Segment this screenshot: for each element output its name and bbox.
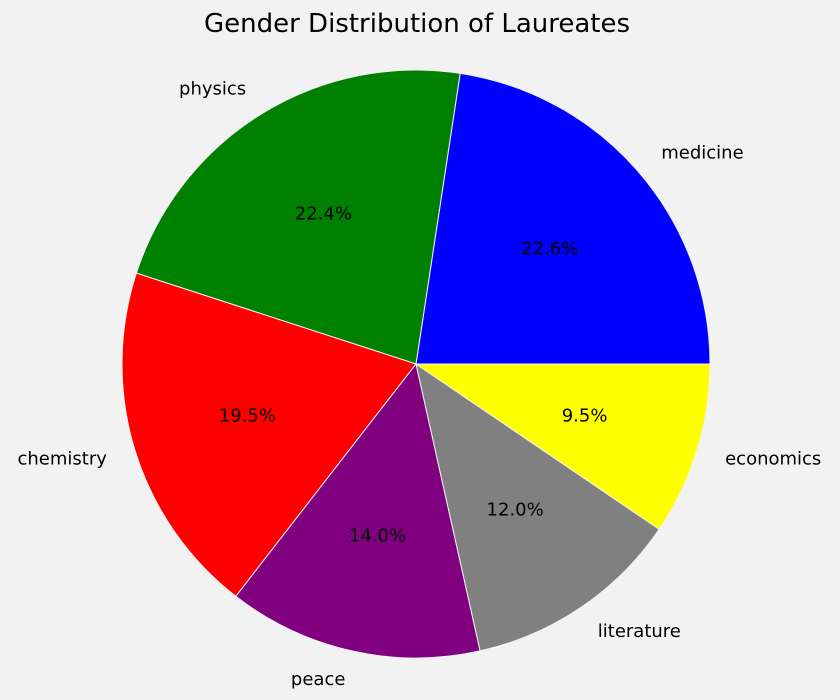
slice-label-economics: economics xyxy=(725,449,821,470)
slice-label-peace: peace xyxy=(291,669,346,690)
pie-slice-peace xyxy=(235,362,481,659)
pie-slice-literature xyxy=(415,362,660,652)
pie-slice-medicine xyxy=(415,72,711,365)
pct-label-literature: 12.0% xyxy=(487,499,544,520)
pct-label-chemistry: 19.5% xyxy=(219,405,276,426)
pct-label-economics: 9.5% xyxy=(562,405,608,426)
pie-slices xyxy=(121,69,711,659)
pie-slice-chemistry xyxy=(121,272,417,598)
chart-title: Gender Distribution of Laureates xyxy=(204,9,630,39)
pct-label-medicine: 22.6% xyxy=(521,239,578,260)
pie-labels: 22.6% medicine 22.4% physics 19.5% chemistry 1… xyxy=(17,78,821,690)
slice-label-medicine: medicine xyxy=(661,143,743,164)
slice-label-physics: physics xyxy=(179,78,246,99)
slice-label-literature: literature xyxy=(598,621,681,642)
pie-slice-physics xyxy=(135,69,461,365)
pct-label-peace: 14.0% xyxy=(349,526,406,547)
pct-label-physics: 22.4% xyxy=(295,203,352,224)
slice-label-chemistry: chemistry xyxy=(17,449,107,470)
pie-slice-economics xyxy=(414,363,711,530)
